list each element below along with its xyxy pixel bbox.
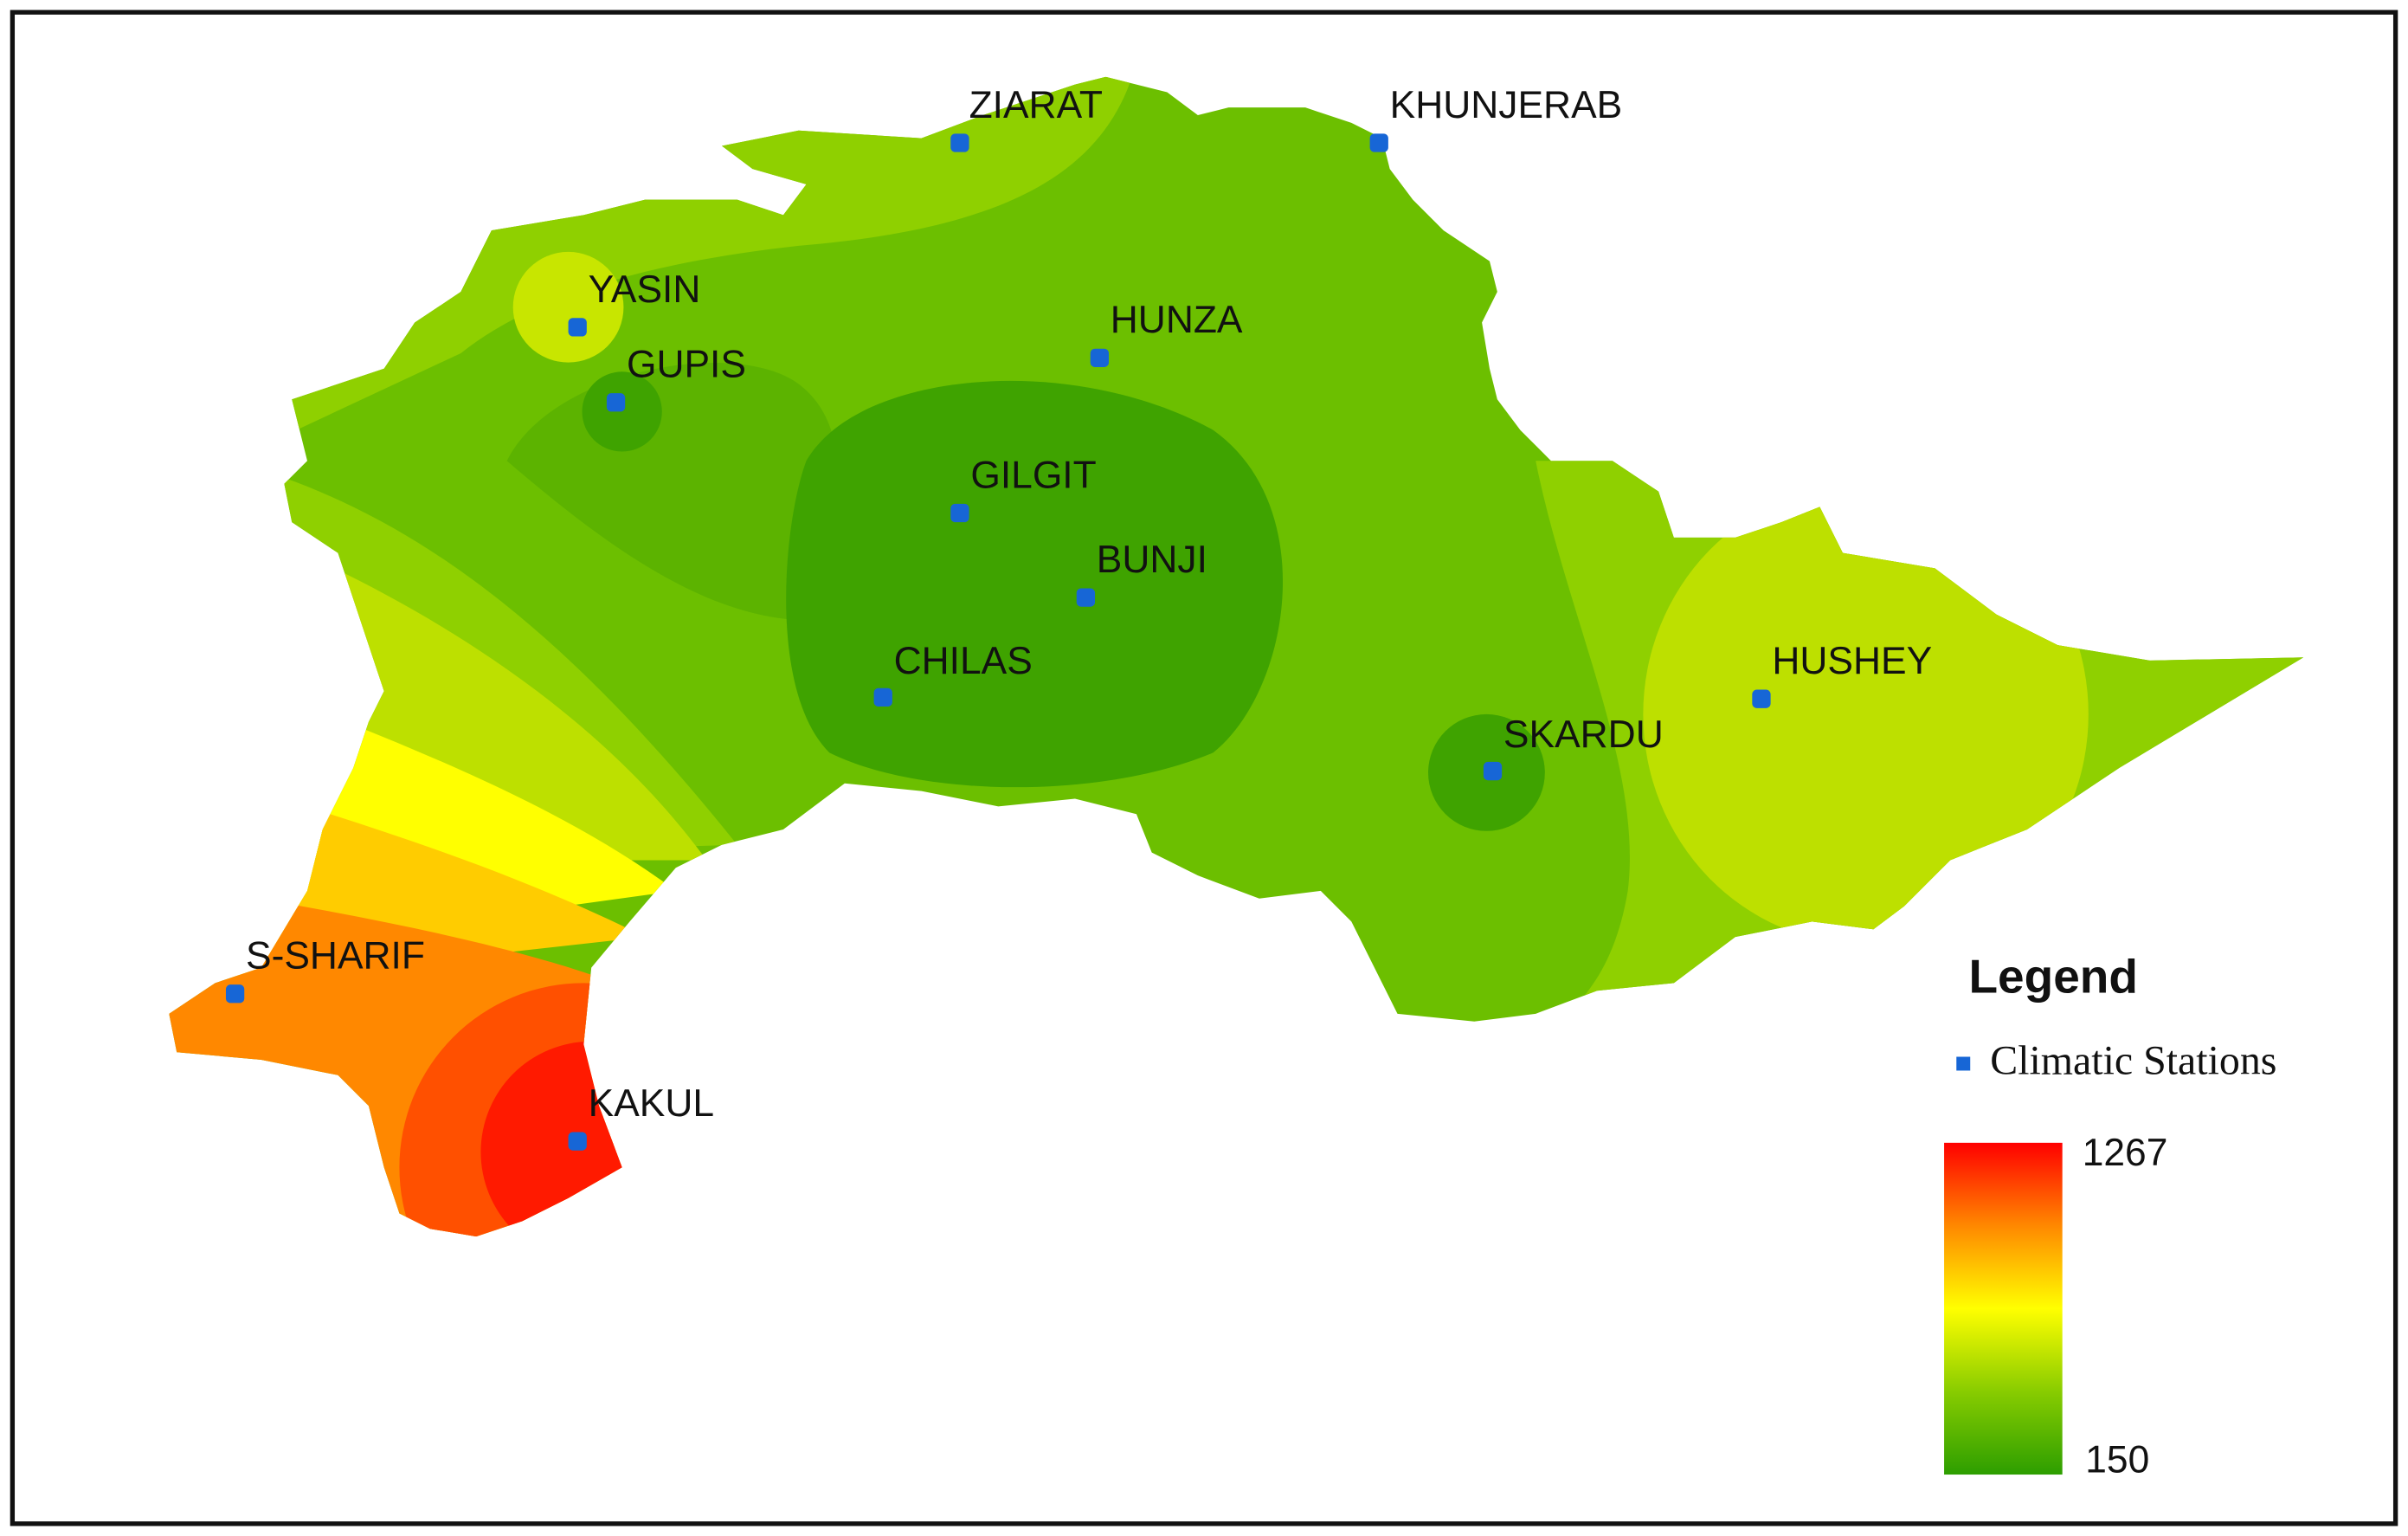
station-marker	[1752, 689, 1771, 708]
station-marker	[1369, 133, 1388, 152]
station-label: KAKUL	[589, 1082, 714, 1125]
legend-symbol	[1956, 1056, 1971, 1071]
station-label: BUNJI	[1097, 539, 1207, 581]
legend-item: Climatic Stations	[1990, 1037, 2276, 1083]
station-label: CHILAS	[894, 640, 1033, 682]
station-marker	[1090, 348, 1110, 367]
station-marker	[950, 503, 969, 523]
station-marker	[950, 133, 969, 152]
station-label: KHUNJERAB	[1390, 84, 1623, 126]
station-marker	[873, 687, 892, 707]
station-label: GUPIS	[627, 344, 746, 386]
station-marker	[568, 318, 587, 337]
station-label: HUNZA	[1111, 299, 1243, 341]
station-label: SKARDU	[1503, 713, 1664, 756]
stations: ZIARAT KHUNJERAB YASIN GUPIS HUNZA GILGI…	[225, 84, 1932, 1151]
station-label: GILGIT	[970, 454, 1096, 496]
station-marker	[606, 393, 626, 412]
legend: Legend Climatic Stations 1267 150	[1944, 949, 2276, 1481]
station-label: YASIN	[589, 268, 701, 311]
station-marker	[1076, 588, 1096, 607]
station-marker	[225, 984, 245, 1004]
station-marker	[568, 1132, 587, 1151]
station-label: ZIARAT	[969, 84, 1103, 126]
scale-min-label: 150	[2085, 1439, 2149, 1481]
station-marker	[1483, 761, 1503, 781]
station-label: S-SHARIF	[246, 935, 425, 978]
legend-title: Legend	[1968, 949, 2138, 1003]
station-label: HUSHEY	[1772, 640, 1932, 682]
scale-max-label: 1267	[2083, 1132, 2168, 1174]
color-ramp	[1944, 1142, 2063, 1475]
